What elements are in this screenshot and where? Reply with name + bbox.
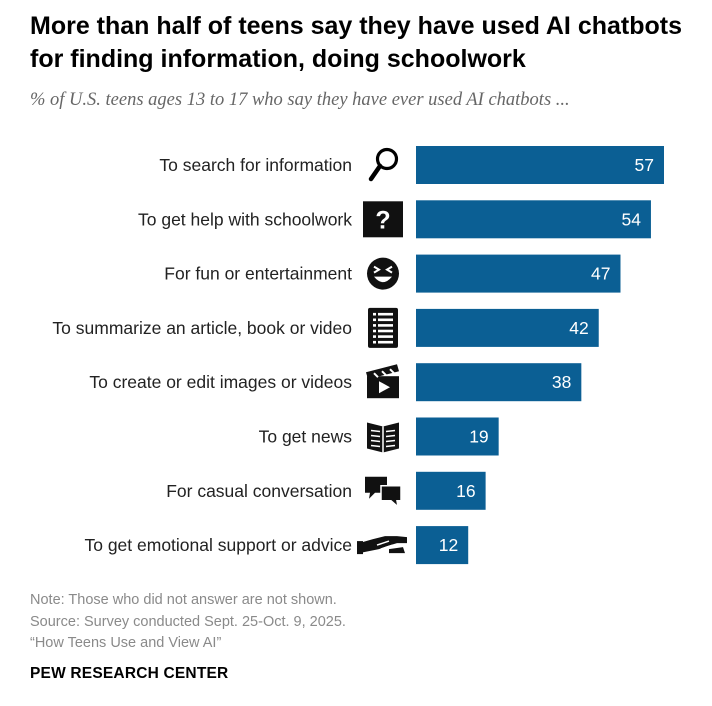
report-title: “How Teens Use and View AI” (30, 635, 222, 651)
category-label: To create or edit images or videos (89, 372, 352, 392)
category-label: For casual conversation (166, 481, 352, 501)
helping-hand-icon (357, 536, 407, 555)
bar (416, 471, 486, 510)
chart-subtitle: % of U.S. teens ages 13 to 17 who say th… (30, 90, 570, 110)
category-label: To get emotional support or advice (84, 535, 352, 555)
laughing-face-icon (367, 257, 399, 290)
organization-name: PEW RESEARCH CENTER (30, 665, 229, 682)
bar (416, 146, 664, 184)
data-label: 57 (635, 155, 654, 175)
bar-chart: To search for information 57 To get help w… (52, 146, 664, 565)
data-label: 38 (552, 372, 571, 392)
data-label: 54 (621, 209, 641, 229)
bar (416, 526, 469, 565)
list-icon (368, 307, 398, 348)
bar-row: For casual conversation 16 (166, 471, 486, 510)
svg-text:?: ? (375, 206, 390, 234)
data-label: 16 (456, 481, 475, 501)
note-text: Note: Those who did not answer are not s… (30, 592, 337, 608)
bar (416, 417, 499, 456)
bar (416, 200, 651, 239)
data-label: 42 (569, 318, 588, 338)
data-label: 19 (469, 427, 488, 447)
category-label: To summarize an article, book or video (52, 318, 352, 338)
newspaper-icon (367, 422, 399, 453)
data-label: 47 (591, 264, 610, 284)
category-label: To search for information (159, 155, 352, 175)
bar-row: To create or edit images or videos 38 (89, 363, 582, 402)
category-label: For fun or entertainment (164, 264, 352, 284)
bar-row: For fun or entertainment 47 (164, 254, 621, 293)
bar-row: To get emotional support or advice 12 (84, 526, 469, 565)
bar-row: To search for information 57 (159, 146, 664, 184)
bar-row: To get news 19 (259, 417, 499, 456)
bar (416, 363, 582, 402)
question-mark-icon: ? (363, 201, 403, 238)
category-label: To get help with schoolwork (138, 209, 352, 229)
bar (416, 308, 599, 347)
chart-title: More than half of teens say they have us… (30, 12, 683, 73)
magnifying-glass-icon (368, 147, 399, 182)
bar-row: To get help with schoolwork? 54 (138, 200, 651, 239)
source-text: Source: Survey conducted Sept. 25-Oct. 9… (30, 613, 346, 630)
bar (416, 254, 621, 293)
clapperboard-icon (366, 364, 399, 399)
bar-row: To summarize an article, book or video 42 (52, 307, 599, 348)
chart-notes: Note: Those who did not answer are not s… (30, 590, 700, 655)
speech-bubbles-icon (365, 476, 402, 509)
category-label: To get news (259, 427, 353, 447)
data-label: 12 (439, 535, 458, 555)
